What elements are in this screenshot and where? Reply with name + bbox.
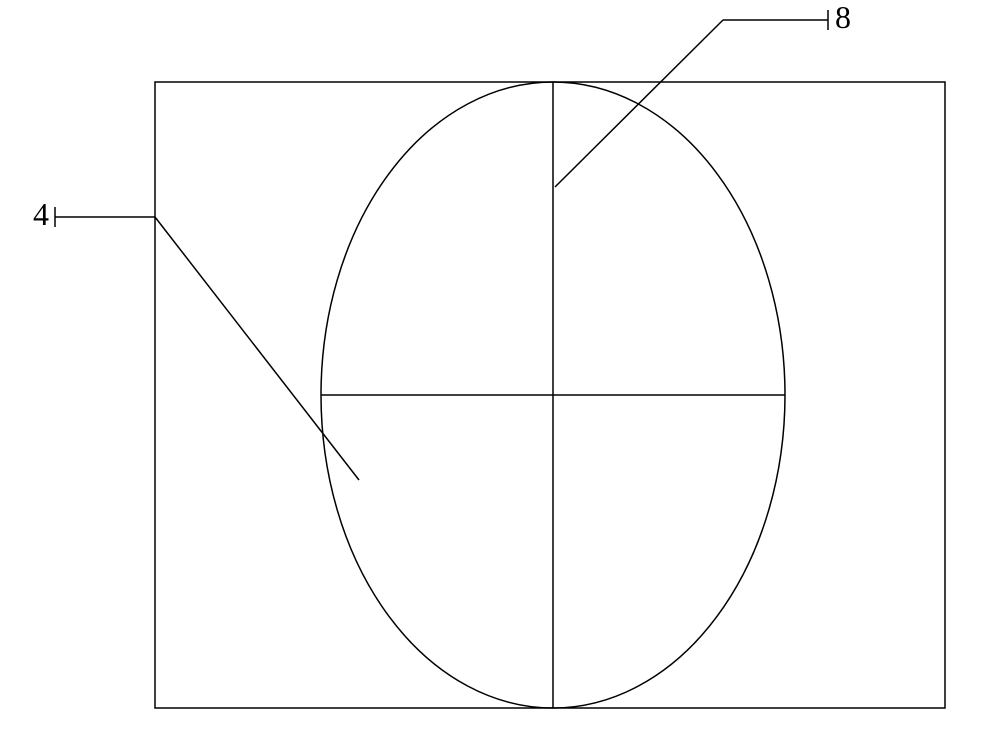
label-8-text: 8	[835, 0, 851, 35]
label-8-leader-seg2	[555, 20, 723, 187]
label-4-text: 4	[33, 196, 49, 232]
label-4-leader-seg2	[155, 217, 359, 480]
technical-diagram: 4 8	[0, 0, 1000, 744]
